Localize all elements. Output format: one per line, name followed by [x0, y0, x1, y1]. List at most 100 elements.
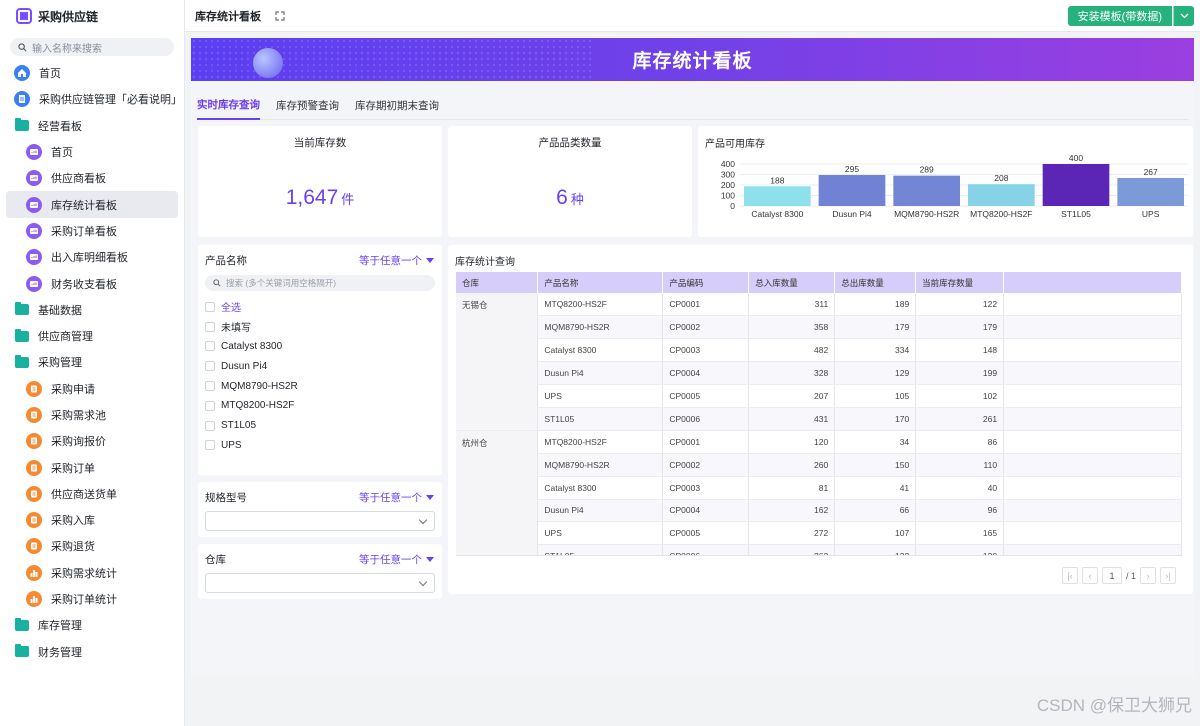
chevron-down-icon [418, 577, 428, 587]
home-icon [14, 65, 30, 82]
sidebar-item[interactable]: 经营看板 [0, 113, 184, 139]
filter-mode-dropdown[interactable]: 等于任意一个 [359, 552, 434, 567]
filter-search-input[interactable]: 搜索 (多个关键词用空格隔开) [205, 275, 435, 291]
table-row[interactable]: 杭州仓 MTQ8200-HS2F CP0001 120 34 86 [456, 430, 1182, 555]
sidebar-item[interactable]: 采购供应链管理「必看说明」 [0, 86, 184, 112]
tab-stock-warning[interactable]: 库存预警查询 [276, 99, 339, 112]
checkbox[interactable] [205, 341, 215, 352]
table-cell: CP0005 [662, 384, 750, 408]
sidebar-item[interactable]: 采购入库 [0, 507, 184, 533]
sidebar-item[interactable]: 采购需求池 [0, 402, 184, 428]
table-row[interactable]: UPS CP0005 207 105 102 [456, 384, 1182, 408]
sidebar-item[interactable]: 采购订单看板 [0, 218, 184, 244]
table-row[interactable]: UPS CP0005 272 107 165 [456, 521, 1182, 546]
chart-bar[interactable] [968, 184, 1035, 206]
filter-option[interactable]: Dusun Pi4 [198, 356, 442, 376]
table-row[interactable]: Catalyst 8300 CP0003 482 334 148 [456, 338, 1182, 363]
sidebar-item[interactable]: 采购需求统计 [0, 560, 184, 586]
table-cell: 41 [834, 476, 917, 500]
sidebar-item[interactable]: 库存统计看板 [6, 191, 178, 218]
table-row[interactable]: Dusun Pi4 CP0004 162 66 96 [456, 499, 1182, 523]
filter-option[interactable]: UPS [198, 436, 442, 456]
table-row[interactable]: MQM8790-HS2R CP0002 358 179 179 [456, 315, 1182, 340]
table-row[interactable]: Dusun Pi4 CP0004 328 129 199 [456, 361, 1182, 386]
column-header[interactable]: 产品名称 [537, 272, 664, 293]
column-header[interactable]: 仓库 [456, 272, 539, 293]
checkbox[interactable] [205, 400, 215, 411]
sidebar-item[interactable]: 供应商看板 [0, 165, 184, 191]
install-dropdown-button[interactable] [1173, 6, 1194, 26]
dashboard-icon [26, 170, 42, 187]
bar-value-label: 208 [994, 173, 1008, 183]
spec-select[interactable] [205, 511, 435, 531]
column-header[interactable]: 产品编码 [662, 272, 750, 293]
sidebar-item[interactable]: 出入库明细看板 [0, 244, 184, 270]
stock-table-viewport[interactable]: 仓库 产品名称 产品编码 总入库数量 总出库数量 当前库存数量 无锡仓 MTQ8200-HS… [456, 272, 1182, 556]
filter-mode-dropdown[interactable]: 等于任意一个 [359, 253, 434, 268]
table-row[interactable]: ST1L05CP0006262132130 [456, 544, 1182, 555]
sidebar-item[interactable]: 库存管理 [0, 612, 184, 638]
filter-option[interactable]: MTQ8200-HS2F [198, 396, 442, 416]
table-row[interactable]: Catalyst 8300 CP0003 81 41 40 [456, 476, 1182, 500]
checkbox[interactable] [205, 321, 215, 332]
chart-bar[interactable] [1117, 177, 1184, 206]
checkbox[interactable] [205, 381, 215, 392]
sidebar-item[interactable]: 财务管理 [0, 639, 184, 665]
app-brand[interactable]: 采购供应链 [0, 0, 184, 32]
sidebar-item[interactable]: 基础数据 [0, 297, 184, 323]
checkbox[interactable] [205, 361, 215, 372]
checkbox[interactable] [205, 420, 215, 431]
next-page-button[interactable]: › [1140, 567, 1156, 584]
filter-mode-dropdown[interactable]: 等于任意一个 [359, 490, 434, 505]
sidebar-item[interactable]: 财务收支看板 [0, 270, 184, 296]
page-input[interactable]: 1 [1101, 567, 1122, 584]
checkbox[interactable] [205, 301, 215, 312]
table-row[interactable]: MQM8790-HS2R CP0002 260 150 110 [456, 453, 1182, 477]
chart-bar[interactable] [818, 175, 886, 206]
column-header[interactable]: 总入库数量 [748, 272, 836, 293]
column-header[interactable]: 总出库数量 [834, 272, 917, 293]
checkbox[interactable] [205, 440, 215, 451]
sidebar-item[interactable]: 采购申请 [0, 376, 184, 402]
app-logo-icon [16, 8, 32, 24]
table-cell: CP0006 [662, 544, 750, 555]
menu-search-input[interactable]: 输入名称来搜索 [10, 38, 174, 56]
tab-realtime-stock[interactable]: 实时库存查询 [197, 90, 260, 120]
last-page-button[interactable]: ›| [1160, 567, 1176, 584]
filter-option[interactable]: Catalyst 8300 [198, 337, 442, 357]
sidebar-item[interactable]: 首页 [0, 60, 184, 86]
filter-option[interactable]: 未填写 [198, 317, 442, 337]
sidebar-item[interactable]: 采购管理 [0, 349, 184, 375]
sidebar-item[interactable]: 首页 [0, 139, 184, 165]
table-cell: 189 [834, 293, 917, 317]
sidebar-item[interactable]: 采购询报价 [0, 428, 184, 454]
filter-option[interactable]: MQM8790-HS2R [198, 376, 442, 396]
warehouse-select[interactable] [205, 573, 435, 593]
kpi-unit: 种 [570, 192, 584, 207]
filter-option[interactable]: ST1L05 [198, 416, 442, 436]
tab-period-stock[interactable]: 库存期初期末查询 [355, 99, 439, 112]
prev-page-button[interactable]: ‹ [1081, 567, 1098, 584]
chart-bar[interactable] [893, 175, 960, 206]
chart-bar[interactable] [1042, 164, 1110, 206]
sidebar-item[interactable]: 采购订单统计 [0, 586, 184, 612]
sidebar-item-label: 库存管理 [38, 620, 82, 633]
table-row[interactable]: 无锡仓 MTQ8200-HS2F CP0001 311 189 122 [456, 293, 1182, 431]
install-template-button[interactable]: 安装模板(带数据) [1067, 6, 1172, 26]
select-all-option[interactable]: 全选 [198, 297, 442, 317]
filter-mode-label: 等于任意一个 [359, 492, 422, 504]
first-page-button[interactable]: |‹ [1061, 567, 1078, 584]
page-tab-title[interactable]: 库存统计看板 [195, 10, 261, 23]
sidebar-item-label: 供应商看板 [51, 173, 106, 186]
column-header[interactable]: 当前库存数量 [915, 272, 1005, 293]
table-row[interactable]: ST1L05 CP0006 431 170 261 [456, 407, 1182, 431]
sidebar-item[interactable]: 采购退货 [0, 533, 184, 559]
expand-icon[interactable] [275, 11, 285, 21]
sidebar-item[interactable]: 供应商送货单 [0, 481, 184, 507]
table-cell: 102 [915, 384, 1005, 408]
sidebar-item[interactable]: 供应商管理 [0, 323, 184, 349]
form-icon [26, 380, 42, 397]
sidebar-item-label: 采购供应链管理「必看说明」 [39, 94, 182, 107]
chart-bar[interactable] [744, 186, 811, 206]
sidebar-item[interactable]: 采购订单 [0, 454, 184, 480]
